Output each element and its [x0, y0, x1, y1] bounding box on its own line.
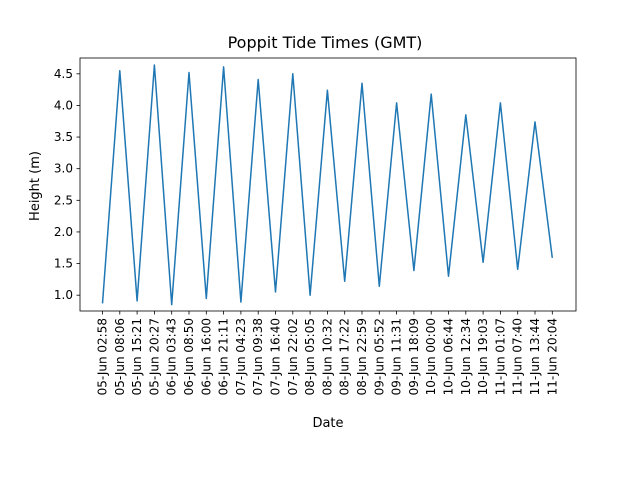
x-tick-label: 10-Jun 12:34 [459, 318, 473, 395]
x-tick-label: 06-Jun 21:11 [217, 318, 231, 395]
x-tick-label: 05-Jun 08:06 [113, 318, 127, 395]
x-tick-label: 09-Jun 05:52 [372, 318, 386, 395]
y-tick-label: 2.0 [54, 225, 73, 239]
x-tick-label: 08-Jun 05:05 [303, 318, 317, 395]
x-tick-label: 08-Jun 17:22 [338, 318, 352, 395]
y-tick-label: 4.5 [54, 67, 73, 81]
y-tick-label: 3.5 [54, 130, 73, 144]
x-tick-label: 07-Jun 09:38 [251, 318, 265, 395]
x-tick-label: 10-Jun 06:44 [442, 318, 456, 395]
x-tick-label: 09-Jun 11:31 [390, 318, 404, 395]
y-tick-label: 2.5 [54, 193, 73, 207]
x-tick-label: 10-Jun 19:03 [476, 318, 490, 395]
y-tick-label: 3.0 [54, 162, 73, 176]
x-tick-label: 11-Jun 07:40 [511, 318, 525, 395]
chart-title: Poppit Tide Times (GMT) [228, 33, 423, 52]
x-tick-label: 08-Jun 10:32 [320, 318, 334, 395]
y-axis-label: Height (m) [28, 151, 43, 221]
x-tick-label: 08-Jun 22:59 [355, 318, 369, 395]
x-tick-label: 06-Jun 03:43 [165, 318, 179, 395]
x-tick-label: 05-Jun 15:21 [130, 318, 144, 395]
x-tick-label: 06-Jun 08:50 [182, 318, 196, 395]
x-tick-label: 10-Jun 00:00 [424, 318, 438, 395]
x-tick-label: 11-Jun 13:44 [528, 318, 542, 395]
y-tick-label: 1.0 [54, 288, 73, 302]
plot-area: 1.01.52.02.53.03.54.04.505-Jun 02:58 05-J… [54, 57, 577, 395]
x-tick-label: 07-Jun 22:02 [286, 318, 300, 395]
x-tick-label: 09-Jun 18:09 [407, 318, 421, 395]
y-tick-label: 4.0 [54, 98, 73, 112]
x-tick-label: 06-Jun 16:00 [199, 318, 213, 395]
x-tick-label: 07-Jun 16:40 [269, 318, 283, 395]
series-line [101, 64, 554, 306]
x-tick-label: 07-Jun 04:23 [234, 318, 248, 395]
x-tick-label: 05-Jun 02:58 [96, 318, 110, 395]
x-tick-label: 11-Jun 20:04 [545, 318, 559, 395]
x-tick-label: 11-Jun 01:07 [493, 318, 507, 395]
x-axis-label: Date [312, 416, 343, 431]
y-tick-label: 1.5 [54, 257, 73, 271]
x-tick-label: 05-Jun 20:27 [147, 318, 161, 395]
axes-frame [79, 57, 577, 312]
